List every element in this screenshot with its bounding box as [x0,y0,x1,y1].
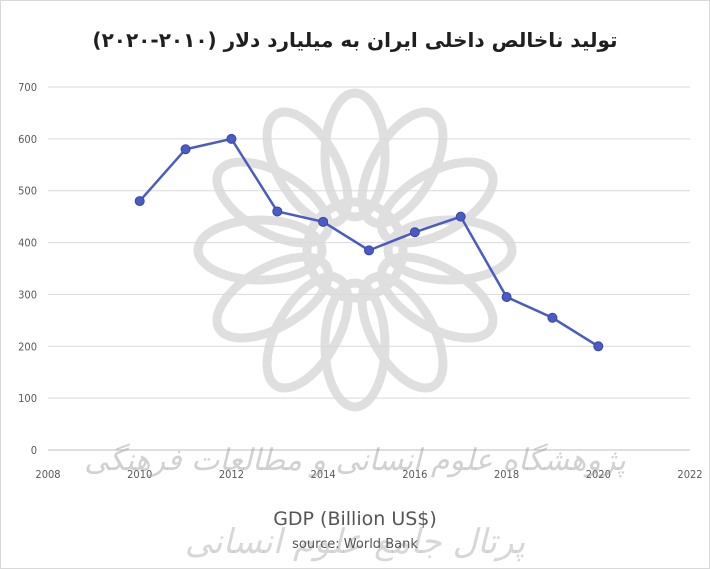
watermark-petal [377,157,498,248]
x-tick-label: 2018 [494,468,519,481]
x-tick-label: 2022 [677,468,702,481]
watermark-petal [262,107,353,228]
data-point [272,206,283,217]
watermark-logo [193,88,517,412]
watermark-petal [320,278,390,412]
x-tick-label: 2016 [402,468,427,481]
source-note: source: World Bank [292,537,418,552]
data-point [409,227,420,238]
watermark-petal [320,88,390,222]
data-point [134,196,145,207]
watermark-petal [193,215,327,285]
x-tick-label: 2012 [219,468,244,481]
y-axis-ticks: 0 100 200 300 400 500 600 700 [18,81,37,457]
watermark-petal [262,272,353,393]
watermark-petal [212,157,333,248]
y-tick-label: 200 [18,340,37,353]
x-tick-label: 2020 [586,468,611,481]
data-point [501,292,512,303]
data-point [180,144,191,155]
x-axis-ticks: 2008 2010 2012 2014 2016 2018 2020 2022 [35,468,702,481]
chart-title: تولید ناخالص داخلی ایران به میلیارد دلار… [92,28,618,52]
data-point [226,133,237,144]
watermark-petal [357,272,448,393]
y-tick-label: 700 [18,81,37,94]
watermark-line-2: پرتال جامع علوم انسانی [185,522,525,562]
watermark-petal [212,252,333,343]
x-tick-label: 2014 [311,468,336,481]
watermark-petal [357,107,448,228]
gridlines [48,86,690,451]
x-axis-title: GDP (Billion US$) [273,508,437,530]
y-tick-label: 600 [18,133,37,146]
y-tick-label: 100 [18,392,37,405]
y-tick-label: 500 [18,185,37,198]
data-point [455,211,466,222]
data-point [593,341,604,352]
series-layer [134,133,604,352]
data-point [547,312,558,323]
x-tick-label: 2008 [35,468,60,481]
data-point [364,245,374,256]
watermark-line-1: پژوهشگاه علوم انسانی و مطالعات فرهنگی [84,443,626,478]
y-tick-label: 400 [18,237,37,250]
data-point [318,216,329,227]
x-tick-label: 2010 [127,468,152,481]
y-tick-label: 300 [18,288,37,301]
watermark-center [302,197,408,303]
y-tick-label: 0 [31,444,37,457]
watermark-text: پژوهشگاه علوم انسانی و مطالعات فرهنگی پرت… [84,443,626,562]
watermark-petal [377,252,498,343]
